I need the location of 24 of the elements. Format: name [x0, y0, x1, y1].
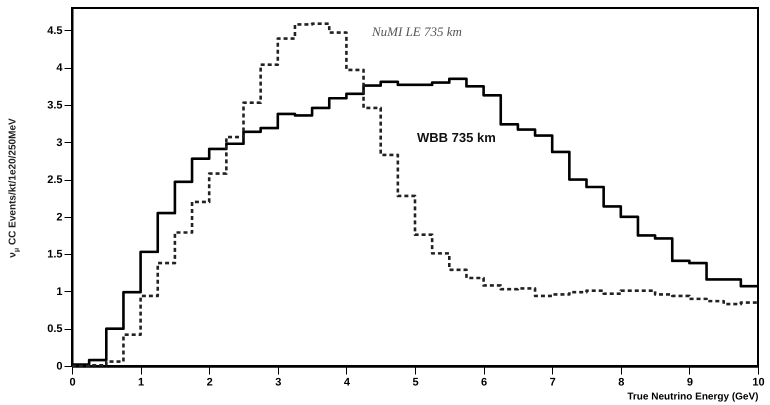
x-tick-label: 10 [752, 376, 765, 388]
x-tick-label: 2 [206, 376, 213, 388]
y-tick-label: 2.5 [47, 174, 62, 186]
x-tick-label: 9 [686, 376, 693, 388]
x-tick-label: 5 [412, 376, 419, 388]
y-tick-label: 1.5 [47, 248, 62, 261]
x-tick-label: 7 [550, 376, 556, 388]
y-tick-label: 3.5 [47, 99, 62, 112]
y-tick-label: 4 [56, 62, 64, 74]
series-label: NuMI LE 735 km [371, 24, 462, 39]
x-axis-title: True Neutrino Energy (GeV) [627, 392, 758, 402]
y-tick-label: 2 [56, 211, 62, 224]
y-tick-label: 0 [56, 360, 62, 372]
y-tick-label: 1 [56, 286, 62, 298]
x-tick-label: 0 [69, 376, 76, 388]
x-tick-label: 3 [275, 376, 282, 388]
x-tick-label: 1 [138, 376, 144, 388]
y-tick-label: 3 [56, 136, 62, 149]
y-tick-label: 4.5 [47, 24, 62, 37]
x-tick-label: 8 [618, 376, 624, 388]
series-label: WBB 735 km [417, 130, 496, 145]
x-tick-label: 6 [481, 376, 488, 388]
x-tick-label: 4 [344, 376, 351, 388]
y-tick-label: 0.5 [47, 323, 62, 336]
